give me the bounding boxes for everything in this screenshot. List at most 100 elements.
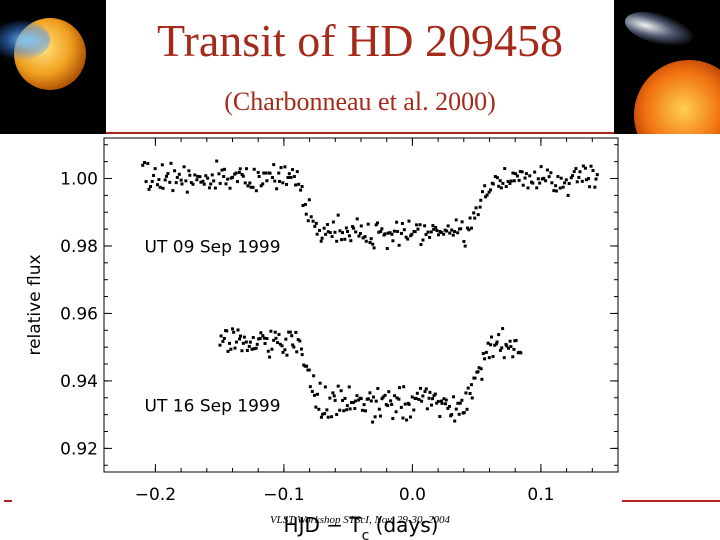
data-point: [248, 340, 252, 344]
data-point: [379, 230, 383, 234]
data-point: [346, 230, 350, 234]
data-point: [306, 219, 310, 223]
data-point: [460, 220, 464, 224]
data-point: [480, 377, 484, 381]
data-point: [472, 211, 476, 215]
data-point: [360, 408, 364, 412]
data-point: [265, 179, 269, 183]
data-point: [244, 167, 248, 171]
x-tick-label: −0.1: [263, 485, 304, 505]
data-point: [506, 179, 510, 183]
data-point: [254, 346, 258, 350]
data-point: [300, 185, 304, 189]
data-point: [574, 167, 578, 171]
data-point: [294, 330, 298, 334]
data-point: [259, 331, 263, 335]
data-point: [593, 185, 597, 189]
data-point: [550, 181, 554, 185]
data-point: [480, 190, 484, 194]
data-point: [428, 235, 432, 239]
data-point: [406, 237, 410, 241]
data-point: [509, 179, 513, 183]
data-point: [229, 347, 233, 351]
data-point: [196, 174, 200, 178]
data-point: [292, 345, 296, 349]
data-point: [405, 418, 409, 422]
data-point: [357, 398, 361, 402]
data-point: [494, 342, 498, 346]
data-point: [317, 228, 321, 232]
data-point: [446, 406, 450, 410]
data-point: [533, 170, 537, 174]
data-point: [175, 175, 179, 179]
data-point: [395, 396, 399, 400]
data-point: [294, 183, 298, 187]
data-point: [212, 179, 216, 183]
data-point: [237, 170, 241, 174]
data-point: [144, 180, 148, 184]
data-point: [158, 185, 162, 189]
data-point: [469, 226, 473, 230]
data-point: [378, 414, 382, 418]
data-point: [395, 220, 399, 224]
y-tick-label: 0.92: [60, 439, 98, 459]
data-point: [245, 348, 249, 352]
data-point: [249, 185, 253, 189]
y-tick-label: 0.98: [60, 237, 98, 257]
data-point: [259, 184, 263, 188]
data-point: [427, 396, 431, 400]
data-point: [230, 327, 234, 331]
data-point: [165, 174, 169, 178]
data-point: [431, 397, 435, 401]
data-point: [308, 385, 312, 389]
data-point: [434, 225, 438, 229]
data-point: [567, 182, 571, 186]
data-point: [509, 345, 513, 349]
data-point: [508, 181, 512, 185]
data-point: [278, 342, 282, 346]
data-point: [491, 182, 495, 186]
data-point: [577, 175, 581, 179]
data-point: [318, 381, 322, 385]
data-point: [160, 163, 164, 167]
data-point: [330, 415, 334, 419]
data-point: [182, 165, 186, 169]
y-tick-label: 0.96: [60, 304, 98, 324]
data-point: [243, 181, 247, 185]
data-point: [275, 187, 279, 191]
data-point: [309, 215, 313, 219]
data-point: [479, 367, 483, 371]
data-point: [489, 188, 493, 192]
x-tick-label: 0.0: [399, 485, 426, 505]
data-point: [413, 230, 417, 234]
data-point: [419, 386, 423, 390]
data-point: [332, 394, 336, 398]
data-point: [566, 193, 570, 197]
data-point: [312, 393, 316, 397]
data-point: [425, 407, 429, 411]
data-point: [415, 223, 419, 227]
data-point: [586, 177, 590, 181]
data-point: [351, 224, 355, 228]
data-point: [252, 347, 256, 351]
data-point: [238, 337, 242, 341]
data-point: [315, 232, 319, 236]
data-point: [377, 407, 381, 411]
data-point: [277, 171, 281, 175]
data-point: [549, 171, 553, 175]
data-point: [345, 408, 349, 412]
data-point: [235, 180, 239, 184]
data-point: [287, 330, 291, 334]
data-point: [146, 161, 150, 165]
data-point: [336, 384, 340, 388]
data-point: [301, 203, 305, 207]
data-point: [227, 341, 231, 345]
data-point: [363, 409, 367, 413]
data-point: [289, 175, 293, 179]
data-point: [333, 398, 337, 402]
data-point: [504, 185, 508, 189]
data-point: [381, 395, 385, 399]
data-point: [307, 368, 311, 372]
data-point: [481, 352, 485, 356]
